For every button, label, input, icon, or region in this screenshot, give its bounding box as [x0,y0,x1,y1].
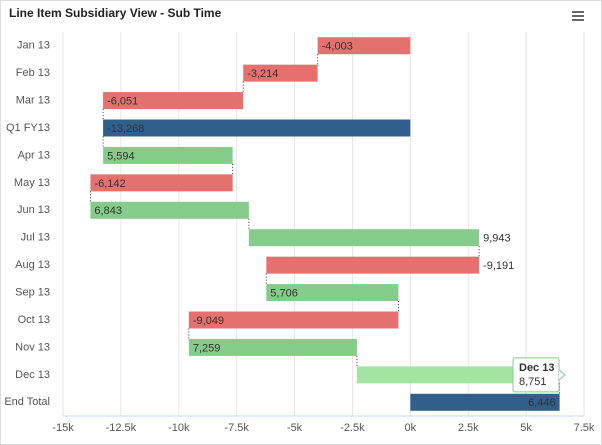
value-label: -3,214 [247,68,278,80]
value-label: -6,142 [94,178,125,190]
tooltip-value: 8,751 [519,376,547,388]
value-label: 7,259 [193,342,221,354]
bar [90,174,233,192]
value-label: -4,003 [322,41,353,53]
y-tick-label: Jan 13 [17,40,50,52]
y-tick-label: Feb 13 [16,67,50,79]
y-tick-label: May 13 [14,177,50,189]
bar [103,119,411,137]
bar [103,146,233,164]
bar [266,284,399,302]
y-tick-label: End Total [4,396,50,408]
value-label: 6,843 [94,205,122,217]
bar [317,37,411,55]
bar [90,201,249,219]
y-tick-label: Sep 13 [15,286,50,298]
x-tick-label: -12.5k [106,422,137,434]
value-label: 9,943 [483,233,511,245]
x-tick-label: -15k [52,422,74,434]
value-label: -9,049 [193,315,224,327]
y-tick-label: Q1 FY13 [6,122,50,134]
value-label: 6,446 [528,397,556,409]
bar [410,393,560,411]
x-tick-label: 7.5k [574,422,595,434]
x-tick-label: -10k [168,422,190,434]
y-tick-label: Aug 13 [15,259,50,271]
value-label: 5,706 [270,287,298,299]
y-tick-label: Dec 13 [15,369,50,381]
y-tick-label: Jul 13 [21,232,50,244]
y-tick-label: Nov 13 [15,341,50,353]
x-tick-label: -5k [287,422,303,434]
x-tick-label: 2.5k [458,422,479,434]
bar [243,64,318,82]
x-tick-label: 0k [405,422,417,434]
tooltip-title: Dec 13 [519,362,554,374]
x-tick-label: -2.5k [340,422,365,434]
x-tick-label: 5k [520,422,532,434]
bar [356,366,560,384]
bar [188,311,399,329]
value-label: -9,191 [483,260,514,272]
value-label: -13,268 [107,123,144,135]
tooltip: Dec 13 8,751 [512,357,566,393]
bars [89,37,561,411]
menu-icon[interactable] [570,8,588,24]
y-tick-label: Oct 13 [18,314,50,326]
y-tick-label: Mar 13 [16,94,50,106]
y-tick-label: Jun 13 [17,204,50,216]
chart-title: Line Item Subsidiary View - Sub Time [9,6,222,20]
bar [266,256,480,274]
value-label: -6,051 [107,95,138,107]
x-tick-label: -7.5k [224,422,249,434]
bar [188,338,357,356]
labels: Jan 13 -4,003 Feb 13 -3,214 Mar 13 -6,051 Q1 F… [4,40,555,410]
value-label: 5,594 [107,150,135,162]
tooltip-pointer [558,369,566,381]
bar [103,92,244,110]
bar [248,229,480,247]
y-tick-label: Apr 13 [18,149,50,161]
